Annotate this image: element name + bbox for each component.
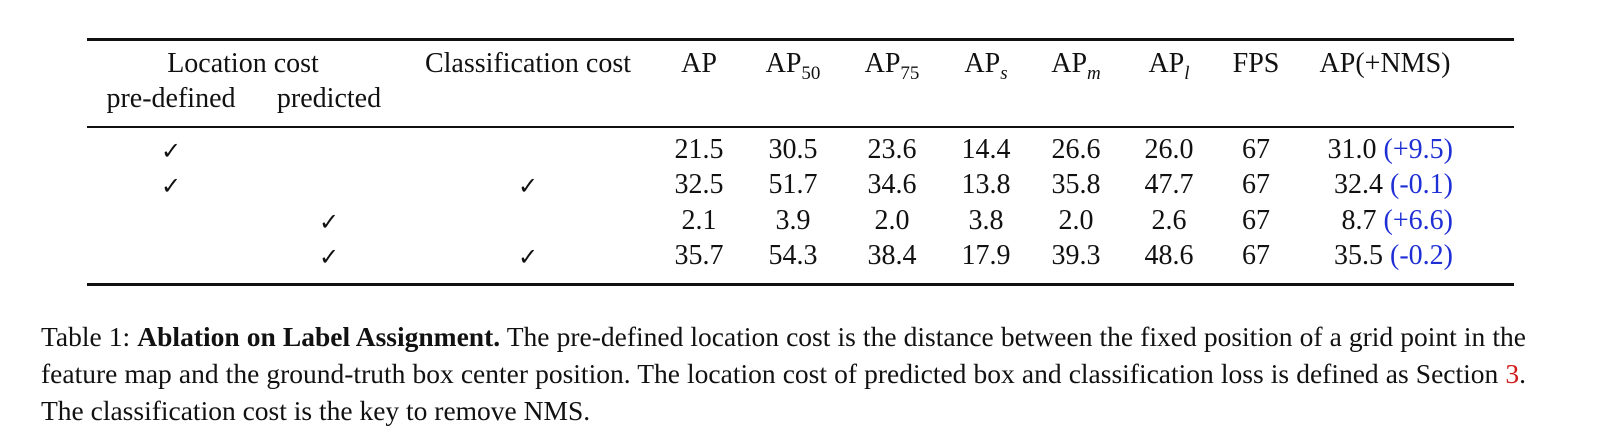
header-location-cost: Location cost [167, 48, 319, 79]
header-fps: FPS [1232, 48, 1280, 79]
ap-nms-delta: (-0.1) [1390, 169, 1453, 200]
ap-nms-value: 32.4 [1334, 169, 1384, 200]
cell-ap50: 54.3 [768, 240, 818, 271]
cell-ap: 21.5 [674, 134, 724, 165]
cell-ap: 35.7 [674, 240, 724, 271]
cell-ap50: 30.5 [768, 134, 818, 165]
check-classification: ✓ [517, 172, 539, 200]
cell-aps: 14.4 [961, 134, 1011, 165]
header-apm: APm [1051, 48, 1101, 84]
cell-ap-nms: 8.7 (+6.6) [1342, 205, 1453, 237]
cell-ap-nms: 32.4 (-0.1) [1334, 169, 1453, 201]
cell-aps: 13.8 [961, 169, 1011, 200]
cell-apl: 26.0 [1144, 134, 1194, 165]
cell-ap50: 51.7 [768, 169, 818, 200]
cell-apm: 2.0 [1058, 205, 1094, 236]
header-ap: AP [681, 48, 717, 79]
header-ap-nms: AP(+NMS) [1319, 48, 1451, 79]
cell-ap50: 3.9 [775, 205, 811, 236]
cell-ap-nms: 31.0 (+9.5) [1328, 134, 1453, 166]
caption-title: Ablation on Label Assignment. [137, 321, 501, 352]
header-apl: APl [1148, 48, 1190, 84]
section-reference-link[interactable]: 3 [1505, 358, 1520, 389]
table-top-rule [87, 38, 1514, 41]
ap-nms-value: 31.0 [1327, 134, 1377, 165]
ap-nms-delta: (+6.6) [1383, 205, 1453, 236]
cell-fps: 67 [1242, 240, 1270, 271]
caption-text: The pre-defined location cost is the dis… [41, 321, 1526, 389]
caption-label: Table 1: [41, 321, 131, 352]
cell-ap75: 2.0 [874, 205, 910, 236]
check-pre-defined: ✓ [160, 172, 182, 200]
cell-ap: 2.1 [681, 205, 717, 236]
table-header-rule [87, 126, 1514, 128]
cell-ap75: 38.4 [867, 240, 917, 271]
table-bottom-rule [87, 283, 1514, 286]
cell-fps: 67 [1242, 205, 1270, 236]
cell-apl: 2.6 [1151, 205, 1187, 236]
cell-fps: 67 [1242, 134, 1270, 165]
ap-nms-value: 35.5 [1334, 240, 1384, 271]
header-predicted: predicted [276, 83, 382, 114]
cell-aps: 3.8 [968, 205, 1004, 236]
table-caption: Table 1: Ablation on Label Assignment. T… [41, 318, 1526, 429]
header-pre-defined: pre-defined [106, 83, 236, 114]
cell-fps: 67 [1242, 169, 1270, 200]
cell-apl: 47.7 [1144, 169, 1194, 200]
caption-text-end: . The classification cost is the key to … [41, 358, 1527, 426]
check-classification: ✓ [517, 243, 539, 271]
header-aps: APs [964, 48, 1008, 84]
ap-nms-delta: (+9.5) [1383, 134, 1453, 165]
cell-apm: 26.6 [1051, 134, 1101, 165]
cell-ap-nms: 35.5 (-0.2) [1334, 240, 1453, 272]
check-predicted: ✓ [318, 243, 340, 271]
cell-ap: 32.5 [674, 169, 724, 200]
cell-apm: 39.3 [1051, 240, 1101, 271]
cell-ap75: 34.6 [867, 169, 917, 200]
check-predicted: ✓ [318, 208, 340, 236]
check-pre-defined: ✓ [160, 137, 182, 165]
header-classification-cost: Classification cost [424, 48, 632, 79]
cell-apm: 35.8 [1051, 169, 1101, 200]
header-ap50: AP50 [765, 48, 821, 84]
header-ap75: AP75 [864, 48, 920, 84]
cell-aps: 17.9 [961, 240, 1011, 271]
cell-ap75: 23.6 [867, 134, 917, 165]
ap-nms-delta: (-0.2) [1390, 240, 1453, 271]
ap-nms-value: 8.7 [1341, 205, 1377, 236]
cell-apl: 48.6 [1144, 240, 1194, 271]
